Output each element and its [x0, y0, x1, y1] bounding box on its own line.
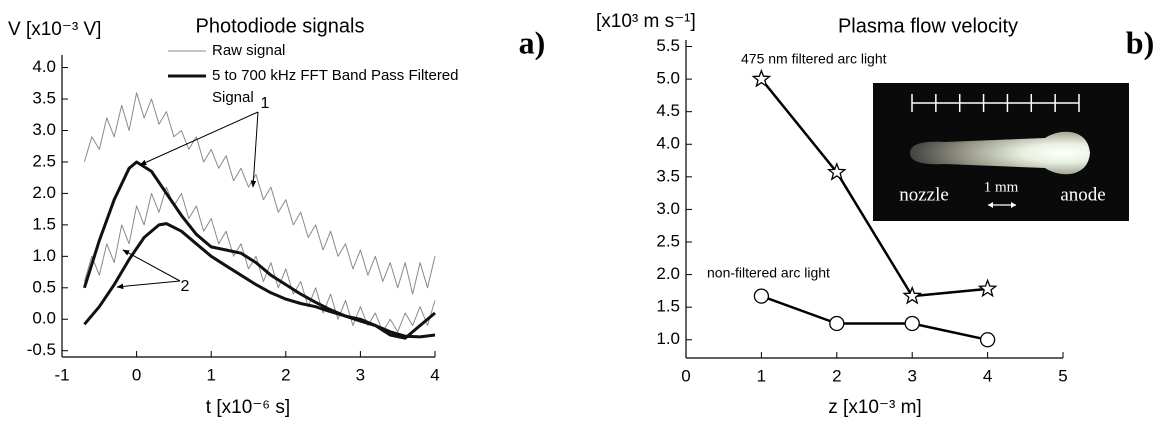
annotation: 1: [261, 95, 270, 112]
circle-marker: [979, 332, 996, 348]
chart-title: Plasma flow velocity: [838, 15, 1018, 37]
y-tick-label: 3.5: [656, 166, 680, 185]
y-tick-label: 1.0: [656, 329, 680, 348]
annotation-arrow: [116, 280, 181, 290]
y-tick-label: 3.0: [32, 120, 56, 139]
x-tick-label: 3: [907, 366, 916, 385]
series-line: [760, 294, 988, 342]
y-axis-label: V [x10⁻³ V]: [8, 19, 101, 40]
star-marker: [751, 68, 772, 88]
x-tick-label: 1: [206, 365, 215, 384]
y-tick-label: 4.0: [656, 134, 680, 153]
x-axis-label: z [x10⁻³ m]: [828, 397, 921, 418]
star-marker: [826, 161, 847, 181]
x-tick-label: 0: [681, 366, 690, 385]
panel-label: a): [519, 24, 546, 60]
annotation: 2: [181, 278, 190, 295]
series-line: [83, 222, 436, 340]
series-line: [760, 78, 988, 298]
circle-marker: [753, 288, 770, 304]
annotation-arrow: [139, 111, 259, 166]
inset-photo: nozzle 1 mm anode: [873, 83, 1129, 221]
x-tick-label: 4: [430, 365, 439, 384]
chart-title: Photodiode signals: [195, 15, 364, 37]
series-label: 475 nm filtered arc light: [741, 51, 887, 67]
y-tick-label: 1.5: [32, 214, 56, 233]
x-tick-label: -1: [54, 365, 69, 384]
y-tick-label: 3.0: [656, 199, 680, 218]
series-line: [83, 92, 436, 295]
y-tick-label: 4.0: [32, 57, 56, 76]
y-axis-label: [x10³ m s⁻¹]: [596, 11, 696, 32]
star-marker: [902, 285, 923, 305]
legend-label: Raw signal: [212, 42, 286, 59]
inset-label: anode: [1060, 184, 1105, 205]
y-tick-label: 2.5: [32, 151, 56, 170]
y-tick-label: 5.0: [656, 69, 680, 88]
y-tick-label: 1.0: [32, 246, 56, 265]
y-tick-label: 0.5: [32, 277, 56, 296]
series-line: [83, 186, 436, 333]
y-tick-label: 3.5: [32, 89, 56, 108]
legend-entry: Raw signal: [212, 42, 286, 59]
inset-label: 1 mm: [984, 179, 1019, 195]
x-tick-label: 0: [132, 365, 141, 384]
x-tick-label: 2: [281, 365, 290, 384]
inset-label: nozzle: [899, 184, 949, 205]
star-marker: [977, 278, 998, 298]
circle-marker: [829, 315, 845, 332]
x-tick-label: 1: [757, 366, 766, 385]
x-axis-label: t [x10⁻⁶ s]: [206, 397, 290, 418]
x-tick-label: 2: [832, 366, 841, 385]
y-tick-label: -0.5: [27, 340, 56, 359]
circle-marker: [904, 315, 920, 332]
x-tick-label: 3: [356, 365, 365, 384]
y-tick-label: 1.5: [656, 297, 680, 316]
x-tick-label: 5: [1058, 366, 1067, 385]
series-label: non-filtered arc light: [707, 265, 830, 281]
y-tick-label: 2.0: [656, 264, 680, 283]
y-tick-label: 2.0: [32, 183, 56, 202]
y-tick-label: 2.5: [656, 231, 680, 250]
annotation-arrow: [122, 249, 181, 282]
x-tick-label: 4: [983, 366, 992, 385]
y-tick-label: 5.5: [656, 36, 680, 55]
legend-entry: 5 to 700 kHz FFT Band Pass Filtered Sign…: [212, 67, 459, 106]
y-tick-label: 4.5: [656, 101, 680, 120]
y-tick-label: 0.0: [32, 309, 56, 328]
plasma-plume: [910, 131, 1090, 175]
panel-label: b): [1126, 24, 1154, 60]
legend-label: 5 to 700 kHz FFT Band Pass Filtered Sign…: [212, 67, 459, 106]
annotation-arrow: [250, 111, 259, 188]
